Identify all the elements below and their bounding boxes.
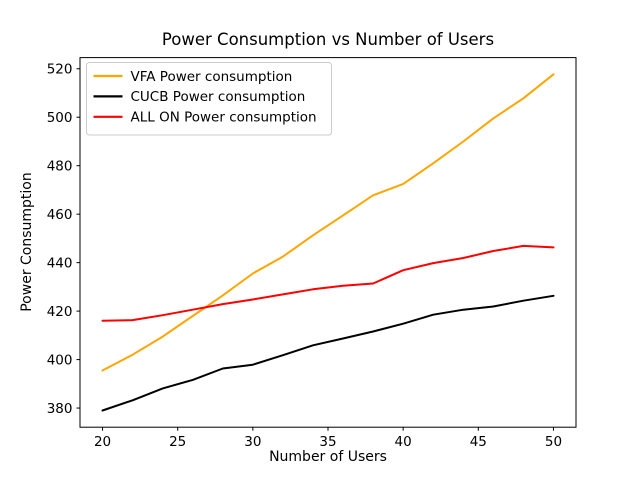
y-tick-label: 420 [47, 304, 73, 320]
y-tick-label: 480 [47, 158, 73, 174]
series-line-vfa [101, 73, 555, 372]
y-tick-label: 520 [47, 62, 73, 78]
y-tick-label: 380 [47, 401, 73, 417]
x-tick-label: 25 [169, 434, 186, 450]
x-tick-label: 30 [244, 434, 261, 450]
legend-label: VFA Power consumption [131, 69, 293, 85]
series-line-cucb [101, 294, 555, 412]
x-axis-label: Number of Users [269, 449, 387, 465]
legend [86, 62, 332, 136]
chart-title: Power Consumption vs Number of Users [161, 30, 495, 49]
x-tick-label: 50 [545, 434, 562, 450]
y-tick-label: 440 [47, 255, 73, 271]
legend-label: ALL ON Power consumption [131, 110, 317, 126]
y-axis-label: Power Consumption [19, 172, 35, 312]
series-line-all-on [101, 244, 555, 322]
y-tick-label: 460 [47, 207, 73, 223]
x-tick-label: 45 [470, 434, 487, 450]
y-tick-label: 500 [47, 110, 73, 126]
legend-label: CUCB Power consumption [131, 89, 306, 105]
y-tick-label: 400 [47, 352, 73, 368]
x-tick-label: 35 [319, 434, 336, 450]
x-tick-label: 40 [395, 434, 412, 450]
x-tick-label: 20 [94, 434, 111, 450]
